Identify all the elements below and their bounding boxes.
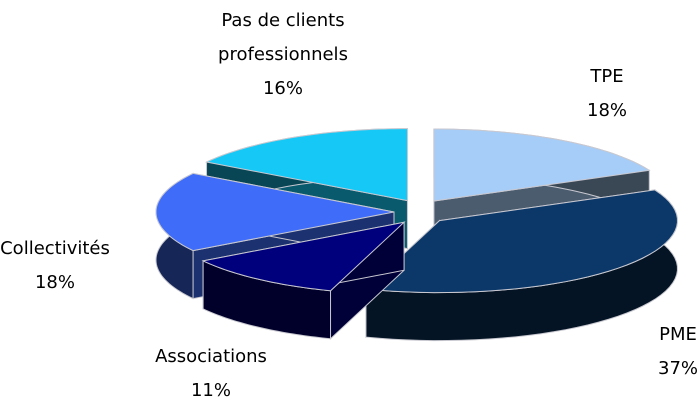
category-label: Associations <box>155 346 267 367</box>
value-label: 11% <box>190 380 231 401</box>
slice-top <box>433 128 651 202</box>
category-label: PME <box>659 324 697 345</box>
slice-top <box>364 189 678 294</box>
value-label: 16% <box>262 78 303 99</box>
category-label: Pas de clients professionnels <box>218 10 348 65</box>
value-label: 37% <box>657 358 697 379</box>
slice-top <box>155 172 395 252</box>
value-label: 18% <box>586 100 628 121</box>
data-label: Associations 11% <box>155 340 267 405</box>
data-label: Pas de clients professionnels 16% <box>193 4 373 106</box>
slice-top <box>201 221 406 292</box>
slice <box>364 188 678 342</box>
slice <box>201 221 406 340</box>
category-label: TPE <box>590 66 624 87</box>
value-label: 18% <box>34 272 75 293</box>
data-label: Collectivités 18% <box>0 232 110 300</box>
category-label: Collectivités <box>0 238 110 259</box>
slice-top <box>204 128 408 202</box>
data-label: TPE 18% <box>587 60 627 128</box>
data-label: PME 37% <box>658 318 697 386</box>
